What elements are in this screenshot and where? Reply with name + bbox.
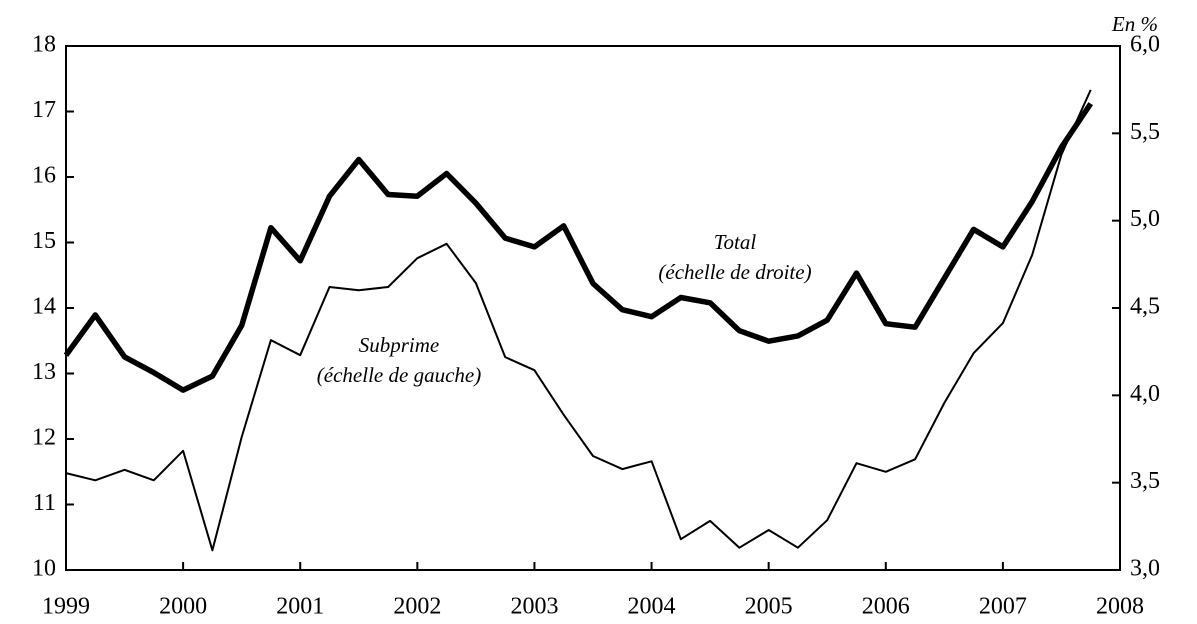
y2-tick-label: 4,5 xyxy=(1130,294,1160,320)
unit-label: En % xyxy=(1111,12,1158,36)
annotation: (échelle de droite) xyxy=(658,260,811,284)
x-tick-label: 2004 xyxy=(628,594,676,620)
y2-tick-label: 4,0 xyxy=(1130,381,1160,407)
plot-frame xyxy=(65,45,1121,571)
x-tick-label: 2007 xyxy=(979,594,1027,620)
x-tick-label: 2005 xyxy=(745,594,793,620)
y-tick-label: 13 xyxy=(32,359,56,385)
y2-tick-label: 5,5 xyxy=(1130,119,1160,145)
x-tick-label: 2000 xyxy=(159,594,207,620)
y2-tick-label: 5,0 xyxy=(1130,206,1160,232)
x-tick-label: 2006 xyxy=(862,594,910,620)
x-tick-label: 2008 xyxy=(1096,594,1144,620)
y2-tick-label: 3,5 xyxy=(1130,468,1160,494)
y-tick-label: 11 xyxy=(33,490,56,516)
x-tick-label: 2002 xyxy=(393,594,441,620)
y-tick-label: 16 xyxy=(32,163,56,189)
y-tick-label: 18 xyxy=(32,32,56,58)
series-line xyxy=(65,89,1092,552)
x-tick-label: 2003 xyxy=(510,594,558,620)
y-tick-label: 15 xyxy=(32,228,56,254)
y-tick-label: 12 xyxy=(32,425,56,451)
annotation: Subprime xyxy=(359,333,440,357)
y-tick-label: 14 xyxy=(32,294,56,320)
annotation: (échelle de gauche) xyxy=(317,363,481,387)
x-tick-label: 1999 xyxy=(42,594,90,620)
annotation: Total xyxy=(714,230,757,254)
y-tick-label: 17 xyxy=(32,97,56,123)
x-tick-label: 2001 xyxy=(276,594,324,620)
y2-tick-label: 3,0 xyxy=(1130,556,1160,582)
series-line xyxy=(63,102,1093,393)
y-tick-label: 10 xyxy=(32,556,56,582)
y2-tick-label: 6,0 xyxy=(1130,32,1160,58)
